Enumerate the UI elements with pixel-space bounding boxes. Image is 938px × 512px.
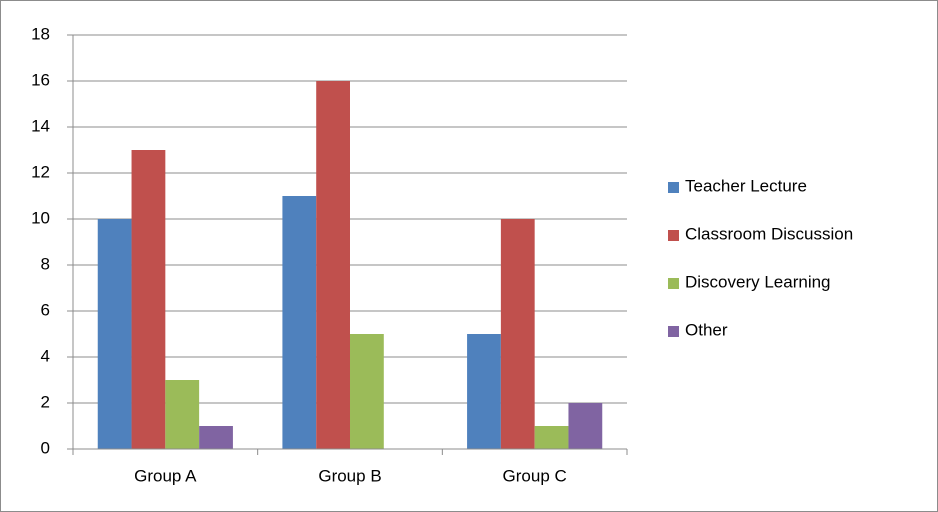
bar — [199, 426, 233, 449]
bar — [97, 219, 132, 449]
bar — [534, 426, 569, 449]
bar — [568, 403, 603, 449]
bar — [131, 150, 166, 449]
legend-label: Discovery Learning — [685, 272, 831, 291]
x-tick-label: Group C — [503, 466, 567, 485]
y-tick-label: 12 — [31, 162, 50, 181]
legend-swatch — [668, 326, 679, 337]
x-tick-label: Group A — [134, 466, 197, 485]
y-tick-label: 2 — [41, 392, 50, 411]
y-tick-label: 18 — [31, 24, 50, 43]
bar — [467, 334, 501, 449]
legend-label: Teacher Lecture — [685, 176, 807, 195]
y-tick-label: 14 — [31, 116, 50, 135]
y-tick-label: 8 — [41, 254, 50, 273]
y-tick-label: 16 — [31, 70, 50, 89]
bar — [316, 81, 350, 449]
bar — [282, 196, 317, 449]
x-tick-label: Group B — [318, 466, 381, 485]
y-tick-label: 6 — [41, 300, 50, 319]
legend-swatch — [668, 278, 679, 289]
bar — [500, 219, 535, 449]
bar — [165, 380, 200, 449]
legend-label: Other — [685, 320, 728, 339]
y-tick-label: 4 — [41, 346, 50, 365]
legend-label: Classroom Discussion — [685, 224, 853, 243]
legend-swatch — [668, 230, 679, 241]
legend-swatch — [668, 182, 679, 193]
bar — [350, 334, 384, 449]
y-tick-label: 10 — [31, 208, 50, 227]
y-tick-label: 0 — [41, 438, 50, 457]
